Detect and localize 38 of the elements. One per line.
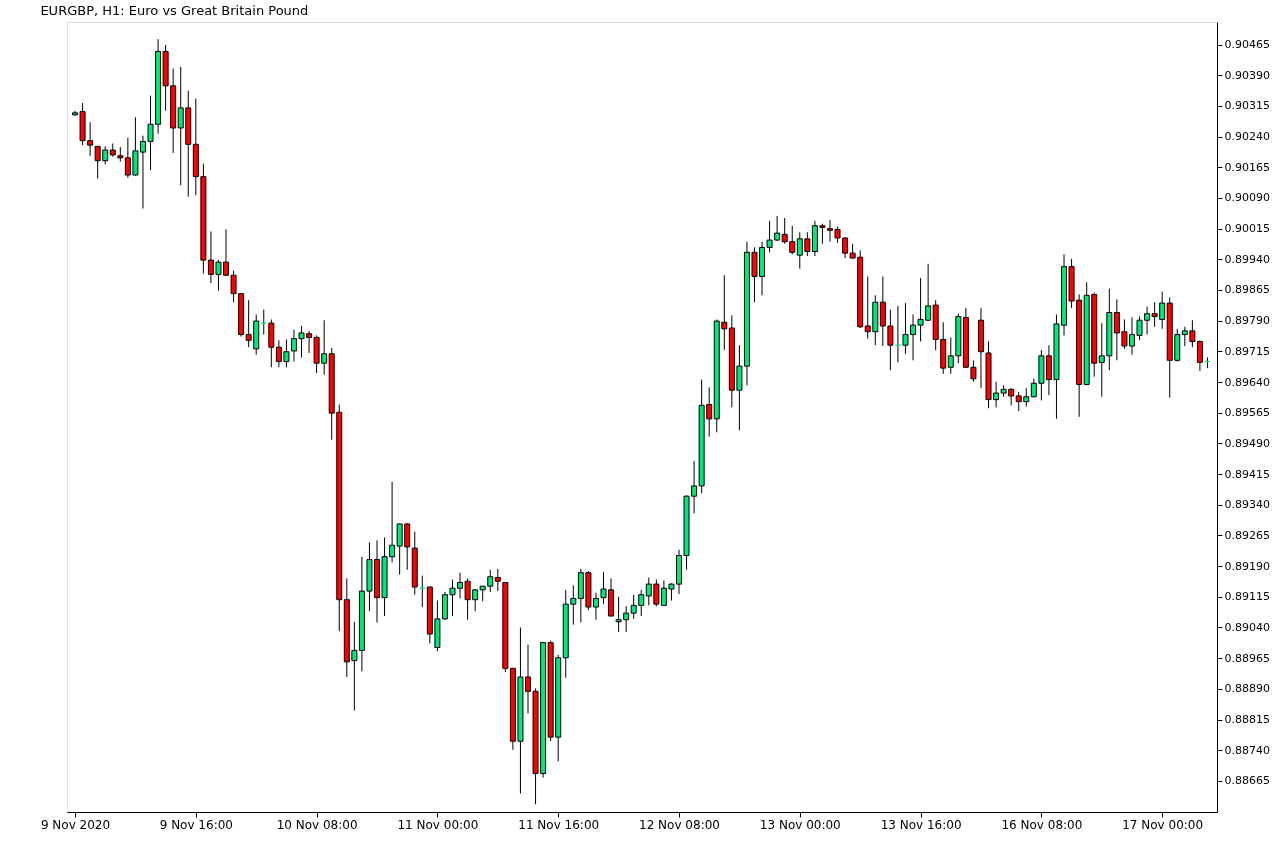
y-tick-label: 0.90015 (1224, 222, 1270, 236)
y-tick-label: 0.89340 (1224, 498, 1270, 512)
y-tick-label: 0.89265 (1224, 528, 1270, 542)
y-tick-label: 0.88740 (1224, 743, 1270, 757)
y-tick-label: 0.90390 (1224, 68, 1270, 82)
y-tick-label: 0.89040 (1224, 620, 1270, 634)
candlestick (260, 309, 267, 336)
y-tick-label: 0.88965 (1224, 651, 1270, 665)
y-tick-label: 0.89865 (1224, 283, 1270, 297)
x-tick-label: 13 Nov 16:00 (880, 817, 962, 832)
y-tick-label: 0.89790 (1224, 314, 1270, 328)
x-tick-label: 9 Nov 16:00 (159, 817, 233, 832)
y-tick-label: 0.89415 (1224, 467, 1270, 481)
y-tick-label: 0.89715 (1224, 344, 1270, 358)
y-tick-label: 0.89940 (1224, 252, 1270, 266)
x-tick-label: 17 Nov 00:00 (1122, 817, 1204, 832)
x-tick-label: 16 Nov 08:00 (1001, 817, 1083, 832)
y-tick-label: 0.89115 (1224, 590, 1270, 604)
y-tick-label: 0.90165 (1224, 160, 1270, 174)
x-tick-label: 11 Nov 16:00 (518, 817, 600, 832)
y-tick-label: 0.90240 (1224, 130, 1270, 144)
y-tick-label: 0.88665 (1224, 774, 1270, 788)
chart-title: EURGBP, H1: Euro vs Great Britain Pound (40, 3, 309, 18)
y-tick-label: 0.89190 (1224, 559, 1270, 573)
y-tick-label: 0.88890 (1224, 682, 1270, 696)
x-tick-label: 9 Nov 2020 (40, 817, 111, 832)
x-tick-label: 13 Nov 00:00 (759, 817, 841, 832)
y-tick-label: 0.90090 (1224, 191, 1270, 205)
x-tick-label: 12 Nov 08:00 (639, 817, 720, 832)
y-tick-label: 0.89565 (1224, 406, 1270, 420)
x-tick-label: 10 Nov 08:00 (276, 817, 358, 832)
candlestick (494, 568, 501, 592)
y-tick-label: 0.89640 (1224, 375, 1270, 389)
x-tick-label: 11 Nov 00:00 (397, 817, 479, 832)
y-tick-label: 0.90465 (1224, 38, 1270, 51)
y-tick-label: 0.90315 (1224, 99, 1270, 113)
y-tick-label: 0.89490 (1224, 436, 1270, 450)
y-tick-label: 0.88815 (1224, 713, 1270, 727)
